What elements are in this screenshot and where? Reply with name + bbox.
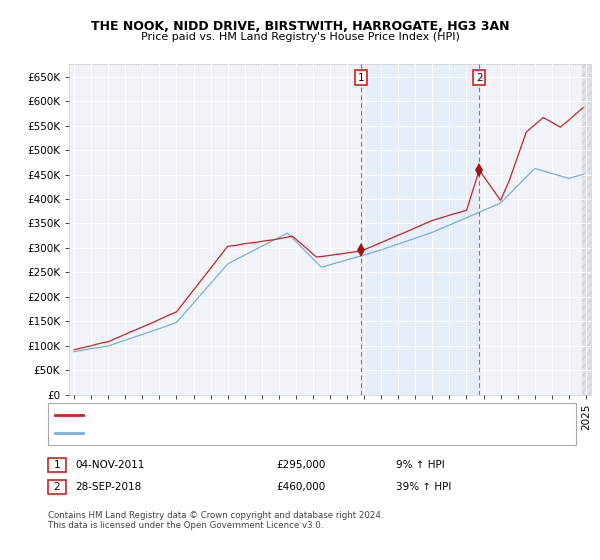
Text: Contains HM Land Registry data © Crown copyright and database right 2024.
This d: Contains HM Land Registry data © Crown c…: [48, 511, 383, 530]
Text: Price paid vs. HM Land Registry's House Price Index (HPI): Price paid vs. HM Land Registry's House …: [140, 32, 460, 43]
Text: HPI: Average price, detached house, North Yorkshire: HPI: Average price, detached house, Nort…: [89, 428, 344, 438]
Text: 28-SEP-2018: 28-SEP-2018: [75, 482, 141, 492]
Text: THE NOOK, NIDD DRIVE, BIRSTWITH, HARROGATE, HG3 3AN (detached house): THE NOOK, NIDD DRIVE, BIRSTWITH, HARROGA…: [89, 410, 472, 420]
Text: 39% ↑ HPI: 39% ↑ HPI: [396, 482, 451, 492]
Text: 1: 1: [358, 73, 365, 83]
Text: 2: 2: [53, 482, 61, 492]
Text: £295,000: £295,000: [276, 460, 325, 470]
Text: 04-NOV-2011: 04-NOV-2011: [75, 460, 145, 470]
Text: THE NOOK, NIDD DRIVE, BIRSTWITH, HARROGATE, HG3 3AN: THE NOOK, NIDD DRIVE, BIRSTWITH, HARROGA…: [91, 20, 509, 32]
Text: 9% ↑ HPI: 9% ↑ HPI: [396, 460, 445, 470]
Bar: [361, 64, 479, 395]
Text: 1: 1: [53, 460, 61, 470]
Text: £460,000: £460,000: [276, 482, 325, 492]
Text: 2: 2: [476, 73, 482, 83]
